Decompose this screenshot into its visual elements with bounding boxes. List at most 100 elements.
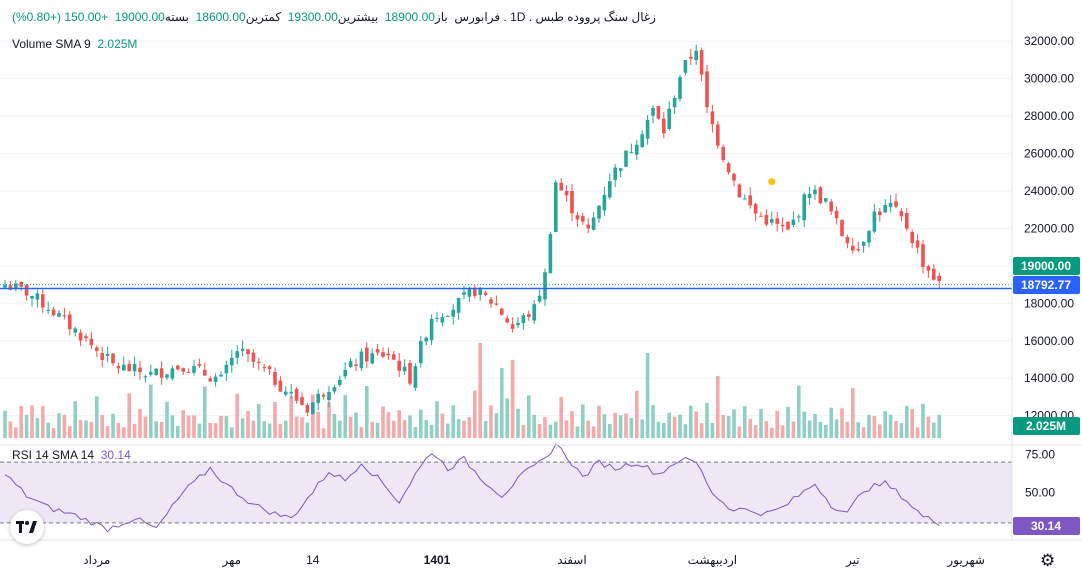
candle-body bbox=[694, 50, 698, 61]
candle-body bbox=[343, 369, 347, 377]
volume-bar bbox=[797, 385, 801, 438]
volume-bar bbox=[807, 420, 812, 438]
volume-bar bbox=[548, 424, 553, 438]
volume-bar bbox=[716, 376, 720, 438]
candle-body bbox=[516, 322, 520, 326]
candle-body bbox=[300, 397, 304, 405]
rsi-guides bbox=[0, 461, 1012, 524]
event-marker[interactable] bbox=[768, 178, 776, 186]
volume-bar bbox=[105, 426, 110, 438]
last-price-badge: 19000.00 bbox=[1013, 257, 1080, 275]
volume-bar bbox=[667, 412, 671, 438]
volume-bar bbox=[375, 422, 380, 438]
tradingview-logo-glyph bbox=[16, 521, 37, 533]
candle-body bbox=[105, 353, 110, 356]
candle-body bbox=[786, 221, 790, 230]
tradingview-logo-icon[interactable] bbox=[10, 510, 44, 544]
volume-bar bbox=[284, 420, 288, 438]
candle-body bbox=[662, 118, 666, 134]
volume-bar bbox=[743, 406, 747, 438]
volume-bar bbox=[759, 408, 763, 438]
candle-body bbox=[181, 368, 185, 372]
candle-body bbox=[397, 360, 401, 371]
candle-body bbox=[327, 391, 331, 400]
candle-body bbox=[726, 163, 731, 173]
volume-bar bbox=[915, 427, 920, 438]
price-tick-label: 30000.00 bbox=[1024, 72, 1074, 86]
time-axis[interactable]: مرداد مهر 14 1401 اسفند اردیبهشت تیر شهریور bbox=[83, 553, 985, 568]
candle-body bbox=[672, 97, 677, 108]
close-value: 19000.00 bbox=[114, 10, 165, 24]
candle-body bbox=[629, 152, 634, 154]
volume-bar bbox=[532, 414, 536, 438]
ohlc-legend[interactable]: زغال سنگ پرووده طبس . 1D . فرابورس باز18… bbox=[12, 10, 656, 24]
gear-icon[interactable]: ⚙ bbox=[1040, 551, 1056, 570]
volume-bar bbox=[640, 419, 644, 438]
volume-bar bbox=[451, 405, 455, 438]
volume-bar bbox=[365, 385, 369, 438]
candle-body bbox=[46, 309, 50, 311]
time-tick-label: 14 bbox=[306, 553, 320, 567]
candle-body bbox=[505, 318, 509, 323]
volume-bar bbox=[68, 426, 72, 438]
volume-bar bbox=[775, 410, 779, 438]
rsi-legend[interactable]: RSI 14 SMA 14 30.14 bbox=[12, 448, 131, 462]
volume-bar bbox=[219, 415, 223, 438]
candle-body bbox=[527, 314, 531, 317]
volume-bar bbox=[386, 412, 391, 438]
volume-bar bbox=[46, 422, 50, 438]
volume-bar bbox=[278, 423, 283, 438]
volume-bar bbox=[122, 427, 126, 438]
rsi-tick-label: 50.00 bbox=[1025, 486, 1055, 500]
volume-bar bbox=[224, 416, 229, 438]
volume-bar bbox=[370, 421, 374, 438]
volume-bar bbox=[165, 401, 169, 438]
volume-bar bbox=[537, 423, 542, 438]
volume-bar bbox=[910, 409, 914, 438]
candle-body bbox=[635, 144, 639, 155]
volume-bar bbox=[559, 396, 563, 438]
volume-bar bbox=[500, 368, 504, 438]
candle-body bbox=[95, 347, 99, 351]
volume-bar bbox=[78, 420, 83, 438]
candle-body bbox=[41, 294, 45, 308]
volume-bar bbox=[570, 411, 574, 438]
candles bbox=[3, 44, 941, 416]
volume-bar bbox=[824, 424, 828, 438]
volume-legend[interactable]: Volume SMA 9 2.025M bbox=[12, 37, 137, 51]
volume-bar bbox=[311, 394, 315, 438]
volume-bar bbox=[343, 394, 347, 438]
volume-bar bbox=[645, 353, 650, 438]
volume-bar bbox=[672, 416, 677, 438]
volume-bar bbox=[327, 402, 331, 438]
candle-body bbox=[845, 236, 850, 244]
price-tick-label: 18000.00 bbox=[1024, 296, 1074, 310]
volume-bar bbox=[818, 421, 823, 438]
candle-body bbox=[489, 299, 493, 304]
volume-bars bbox=[3, 343, 941, 438]
volume-bar bbox=[905, 405, 909, 438]
volume-bar bbox=[802, 411, 806, 438]
candle-body bbox=[440, 317, 445, 323]
candle-body bbox=[618, 168, 623, 171]
candle-body bbox=[554, 182, 558, 233]
price-tick-label: 28000.00 bbox=[1024, 109, 1074, 123]
candle-body bbox=[251, 352, 256, 362]
candle-body bbox=[176, 365, 180, 370]
candle-body bbox=[116, 365, 121, 369]
volume-bar bbox=[494, 413, 499, 438]
candle-body bbox=[240, 348, 245, 351]
volume-bar bbox=[230, 427, 234, 438]
candle-body bbox=[759, 215, 763, 217]
volume-bar bbox=[926, 416, 931, 438]
price-tick-label: 26000.00 bbox=[1024, 147, 1074, 161]
volume-bar bbox=[510, 360, 515, 438]
price-tick-label: 16000.00 bbox=[1024, 334, 1074, 348]
volume-bar bbox=[791, 421, 796, 438]
candle-body bbox=[68, 314, 72, 330]
candle-body bbox=[165, 374, 169, 378]
candle-body bbox=[764, 214, 769, 225]
volume-bar bbox=[181, 410, 185, 438]
volume-bar bbox=[883, 411, 887, 438]
